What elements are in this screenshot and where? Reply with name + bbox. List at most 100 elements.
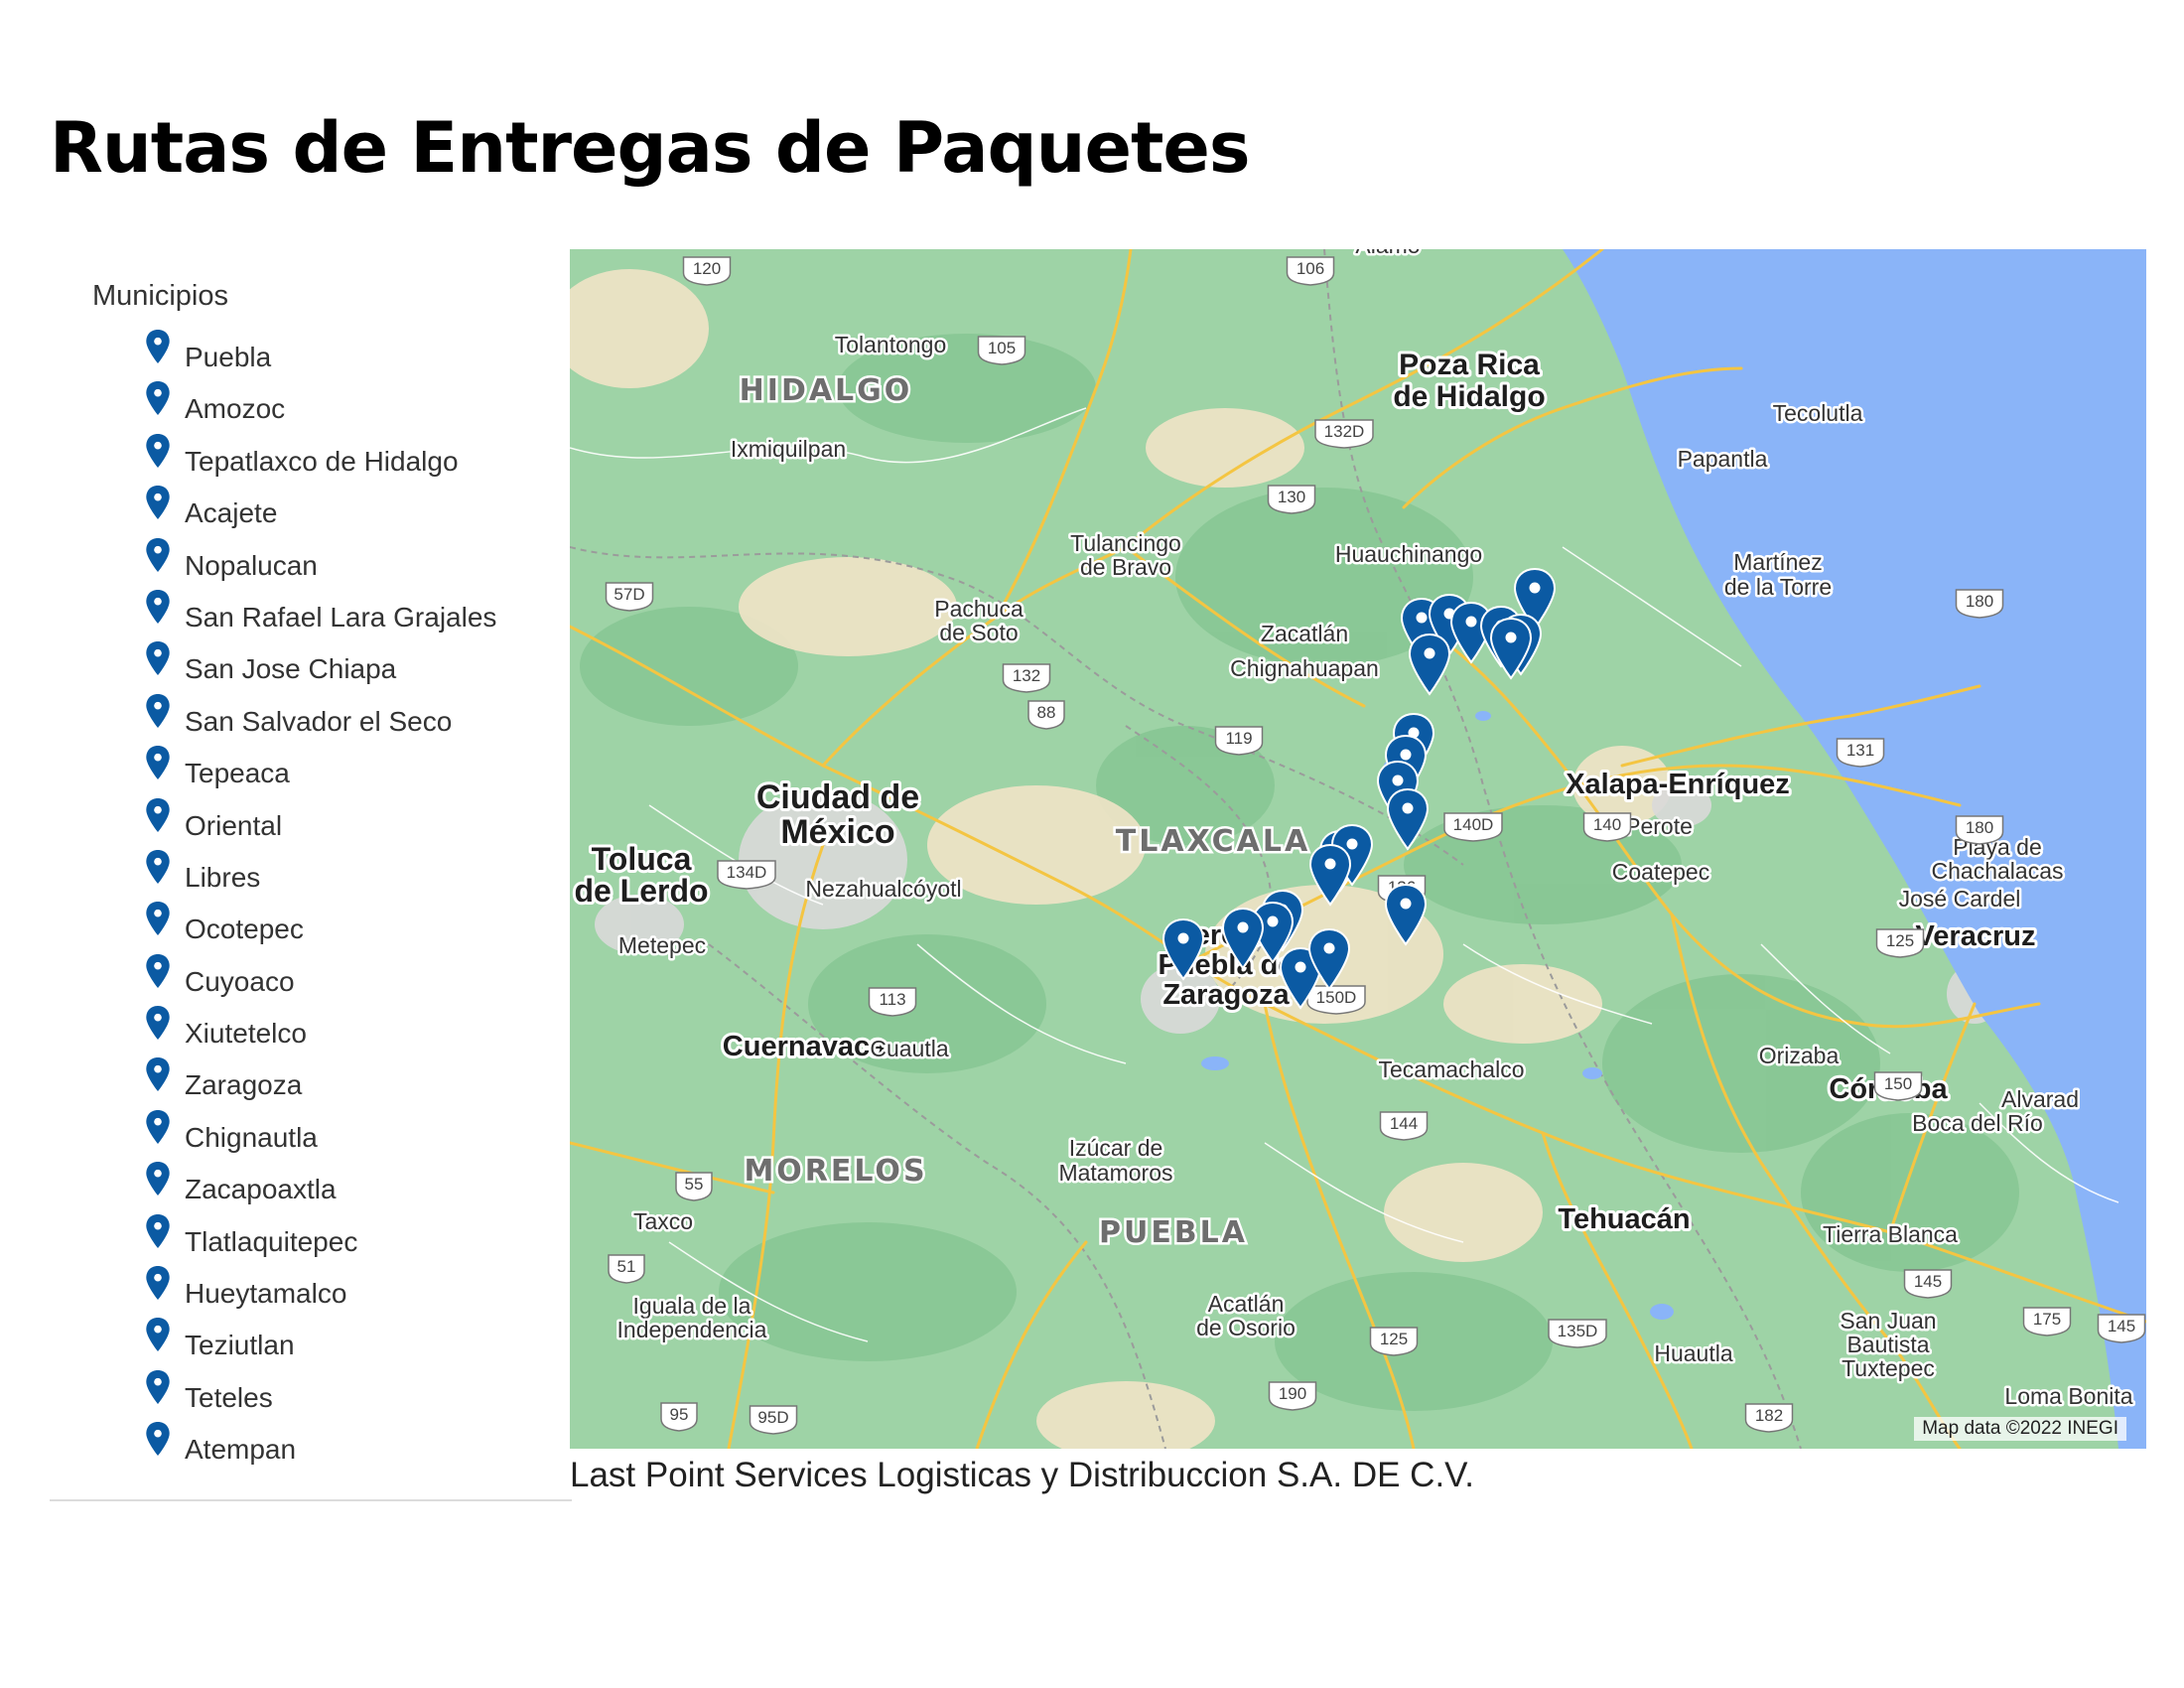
delivery-marker[interactable] <box>1384 883 1428 946</box>
state-label: HIDALGO <box>740 373 913 408</box>
delivery-marker[interactable] <box>1308 843 1352 907</box>
highway-shield: 113 <box>868 987 917 1017</box>
svg-text:88: 88 <box>1037 703 1056 722</box>
highway-shield: 125 <box>1369 1327 1419 1356</box>
svg-text:95D: 95D <box>757 1408 788 1427</box>
legend-item-label: Puebla <box>185 342 272 372</box>
town-label: Izúcar de <box>1069 1135 1163 1161</box>
map-pin-icon <box>146 641 170 676</box>
legend-item-label: Zaragoza <box>185 1069 303 1101</box>
town-label: Huauchinango <box>1335 541 1482 567</box>
highway-shield: 57D <box>605 582 654 612</box>
map-pin-icon <box>146 1162 170 1196</box>
town-label: Coatepec <box>1612 859 1709 885</box>
map-pin-icon <box>146 797 170 832</box>
map-pin-icon <box>146 1006 170 1041</box>
legend-item-label: Zacapoaxtla <box>185 1174 337 1205</box>
highway-shield: 180 <box>1955 815 2004 845</box>
town-label: Tecolutla <box>1773 400 1863 426</box>
town-label: Loma Bonita <box>2004 1383 2132 1409</box>
town-label: de la Torre <box>1724 574 1832 600</box>
map-pin-icon <box>146 381 170 416</box>
delivery-marker[interactable] <box>1251 901 1295 964</box>
map-pin-icon <box>146 537 170 572</box>
company-footer: Last Point Services Logisticas y Distrib… <box>570 1456 1475 1494</box>
svg-text:150: 150 <box>1884 1074 1912 1093</box>
highway-shield: 55 <box>675 1172 713 1201</box>
svg-text:150D: 150D <box>1316 988 1357 1007</box>
delivery-marker[interactable] <box>1221 907 1265 970</box>
highway-shield: 140D <box>1443 812 1503 842</box>
city-label: Veracruz <box>1916 920 2036 952</box>
svg-text:180: 180 <box>1966 592 1993 611</box>
delivery-marker[interactable] <box>1307 927 1351 991</box>
delivery-marker[interactable] <box>1489 617 1533 680</box>
legend-item-label: Oriental <box>185 809 283 841</box>
town-label: de Bravo <box>1080 554 1171 580</box>
highway-shield: 134D <box>717 860 776 890</box>
legend-item-label: Tepeaca <box>185 758 290 789</box>
legend-item-label: Cuyoaco <box>185 965 295 997</box>
highway-shield: 88 <box>1027 700 1065 730</box>
svg-text:134D: 134D <box>727 863 767 882</box>
highways <box>570 249 2146 1449</box>
city-label: Zaragoza <box>1162 979 1290 1011</box>
highway-shield: 130 <box>1267 485 1316 514</box>
svg-text:51: 51 <box>617 1257 636 1276</box>
highway-shield: 119 <box>1214 726 1264 756</box>
highway-shield: 105 <box>977 336 1026 365</box>
map-view[interactable]: HIDALGO TLAXCALA MORELOS PUEBLA Poza Rica de … <box>570 249 2146 1449</box>
svg-text:125: 125 <box>1380 1330 1408 1348</box>
map-pin-icon <box>146 330 170 363</box>
svg-text:130: 130 <box>1278 488 1305 506</box>
delivery-marker[interactable] <box>1279 946 1322 1010</box>
state-label: TLAXCALA <box>1116 824 1310 859</box>
city-label: de Hidalgo <box>1393 380 1545 413</box>
map-pin-icon <box>146 693 170 728</box>
town-label: Alvarad <box>2001 1086 2079 1112</box>
town-label: Independencia <box>617 1317 767 1342</box>
map-pin-icon <box>146 953 170 988</box>
delivery-marker[interactable] <box>1330 823 1374 887</box>
legend-item-label: San Jose Chiapa <box>185 653 397 685</box>
town-label: Tierra Blanca <box>1823 1221 1958 1247</box>
town-label: de Soto <box>939 620 1018 645</box>
town-label: Nezahualcóyotl <box>805 876 961 902</box>
map-pin-icon <box>146 746 170 780</box>
delivery-marker[interactable] <box>1161 917 1205 981</box>
highway-shield: 125 <box>1875 928 1925 958</box>
highway-shield: 131 <box>1836 738 1885 768</box>
town-label: Acatlán <box>1208 1291 1285 1317</box>
map-pin-icon <box>146 1266 170 1301</box>
town-label: Bautista <box>1846 1332 1929 1357</box>
map-pin-icon <box>146 1057 170 1092</box>
svg-text:120: 120 <box>693 259 721 278</box>
map-pin-icon <box>146 849 170 884</box>
town-label: Tuxtepec <box>1842 1355 1935 1381</box>
svg-text:144: 144 <box>1390 1114 1418 1133</box>
town-label: Tecamachalco <box>1378 1056 1524 1082</box>
map-pin-icon <box>146 589 170 624</box>
legend-item-label: Xiutetelco <box>185 1018 307 1050</box>
town-label: Matamoros <box>1058 1160 1172 1186</box>
city-label: Xalapa-Enríquez <box>1566 769 1790 800</box>
delivery-marker[interactable] <box>1386 787 1430 851</box>
legend-item-label: San Salvador el Seco <box>185 705 453 737</box>
highway-shield: 150 <box>1873 1071 1923 1101</box>
highway-shield: 150D <box>1306 985 1366 1015</box>
town-label: Metepec <box>618 932 706 958</box>
highway-shield: 190 <box>1268 1381 1317 1411</box>
svg-text:113: 113 <box>879 990 905 1009</box>
svg-text:145: 145 <box>1914 1272 1942 1291</box>
legend-item-label: Libres <box>185 861 261 893</box>
highway-shield: 182 <box>1744 1403 1794 1433</box>
state-label: PUEBLA <box>1099 1215 1248 1250</box>
legend-item-label: Teziutlan <box>185 1330 295 1361</box>
delivery-marker[interactable] <box>1408 633 1451 696</box>
city-label: México <box>780 813 894 851</box>
highway-shield: 140 <box>1582 812 1632 842</box>
legend-item-label: San Rafael Lara Grajales <box>185 601 497 633</box>
terrain-patches <box>580 334 2099 1411</box>
